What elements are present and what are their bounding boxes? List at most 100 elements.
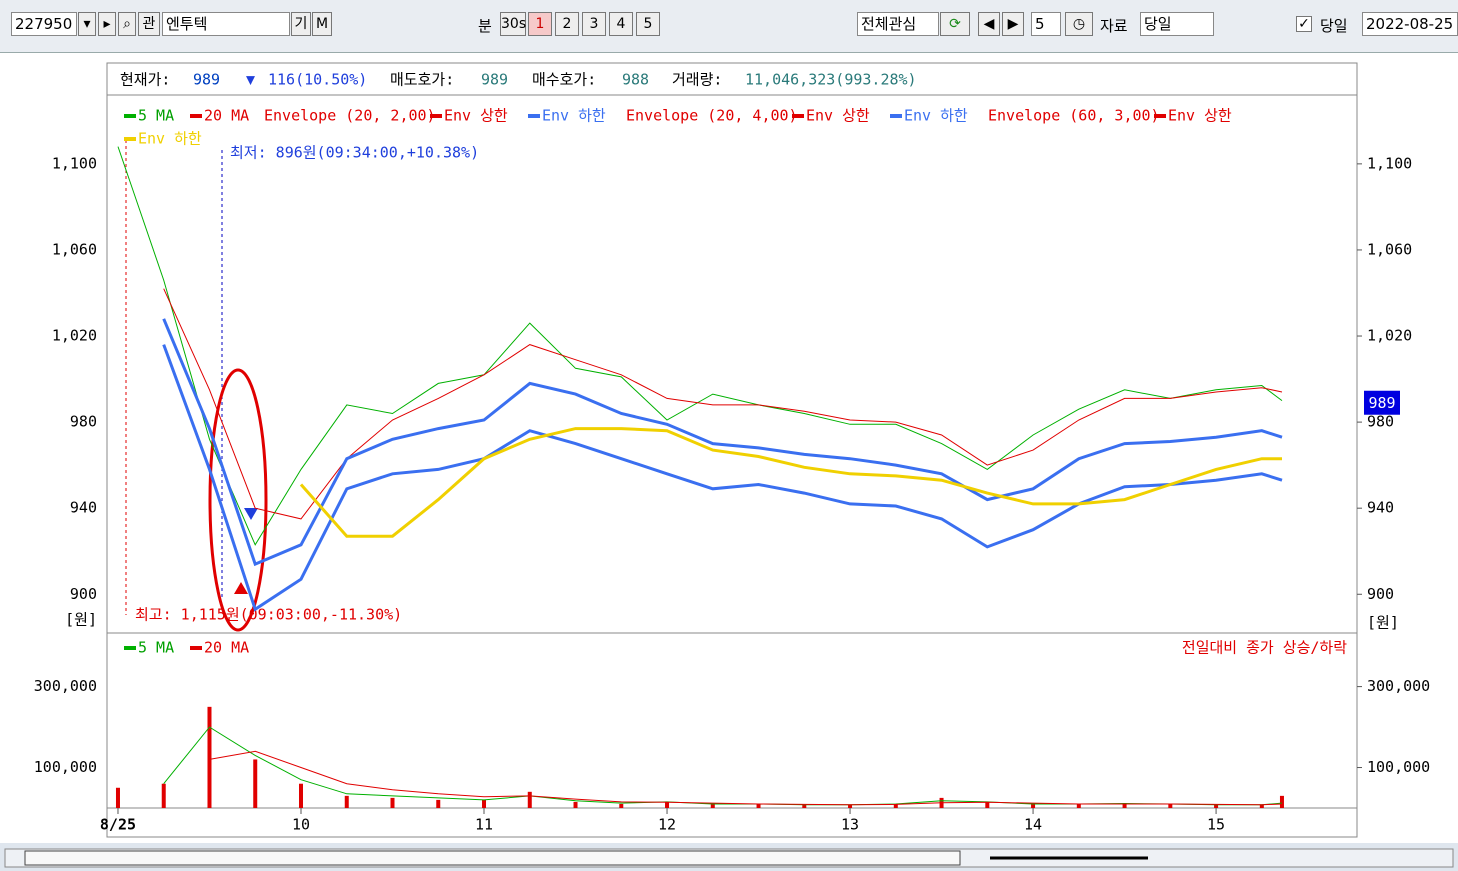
scroll-track[interactable]	[24, 850, 961, 866]
info-volume: 11,046,323(993.28%)	[745, 71, 917, 89]
dropdown[interactable]: ▾	[78, 12, 96, 36]
volume-bar	[848, 804, 853, 808]
checkbox[interactable]: ✓	[1296, 16, 1312, 32]
search[interactable]: ⌕	[118, 12, 136, 36]
info-ask: 989	[481, 71, 508, 89]
x-tick-label: 10	[292, 816, 310, 834]
info-bid: 988	[622, 71, 649, 89]
clock[interactable]: ◷	[1065, 12, 1093, 36]
period-label: 분	[478, 17, 492, 35]
legend-swatch	[528, 114, 540, 118]
volume-bar	[1168, 803, 1173, 808]
info-ask-label: 매도호가:	[390, 71, 454, 89]
legend-label: Env 하한	[542, 107, 606, 125]
code-input[interactable]: 227950	[11, 12, 77, 36]
data-select[interactable]: 당일	[1140, 12, 1214, 36]
y-tick-label: 100,000	[1367, 758, 1430, 776]
volume-note: 전일대비 종가 상승/하락	[1182, 639, 1347, 657]
next[interactable]: ▶	[1002, 12, 1024, 36]
legend-label: Env 상한	[444, 107, 508, 125]
legend-label: Envelope (60, 3,00)	[988, 107, 1160, 125]
period-btn[interactable]: 2	[555, 12, 579, 36]
watch-select[interactable]: 전체관심	[857, 12, 939, 36]
y-tick-label: 300,000	[34, 677, 97, 695]
refresh[interactable]: ⟳	[940, 12, 970, 36]
low-annotation: 최저: 896원(09:34:00,+10.38%)	[230, 144, 479, 162]
legend-label: 20 MA	[204, 639, 249, 657]
volume-bar	[1214, 804, 1219, 808]
price-line	[163, 288, 1283, 520]
unit-label: [원]	[1367, 614, 1399, 632]
legend-swatch	[1154, 114, 1166, 118]
legend-label: Envelope (20, 4,00)	[626, 107, 798, 125]
volume-bar	[207, 706, 212, 808]
y-tick-label: 940	[1367, 499, 1394, 517]
volume-bar	[756, 803, 761, 808]
volume-bar	[344, 795, 349, 808]
legend-label: Env 하한	[138, 130, 202, 148]
volume-bar	[985, 801, 990, 808]
volume-bar	[161, 783, 166, 808]
x-tick-label: 12	[658, 816, 676, 834]
y-tick-label: 940	[70, 499, 97, 517]
price-line	[299, 427, 1282, 538]
search-btn[interactable]: 관	[138, 12, 160, 36]
x-tick-label: 14	[1024, 816, 1042, 834]
high-annotation: 최고: 1,115원(09:03:00,-11.30%)	[135, 606, 402, 624]
volume-bar	[298, 783, 303, 808]
volume-bar	[527, 791, 532, 808]
legend-swatch	[124, 646, 136, 650]
legend-swatch	[430, 114, 442, 118]
volume-bar	[115, 787, 120, 808]
data-label: 자료	[1100, 17, 1128, 35]
price-line	[162, 344, 1283, 612]
period-btn[interactable]: 3	[582, 12, 606, 36]
prev[interactable]: ◀	[978, 12, 1000, 36]
volume-bar	[573, 801, 578, 808]
volume-bar	[253, 759, 258, 808]
chart-border	[106, 62, 1358, 838]
today-label: 당일	[1320, 17, 1348, 35]
count-input[interactable]: 5	[1031, 12, 1061, 36]
gi-btn[interactable]: 기	[291, 12, 311, 36]
info-volume-label: 거래량:	[672, 71, 722, 89]
highlight-ellipse	[208, 368, 268, 632]
legend-label: 5 MA	[138, 639, 174, 657]
legend-swatch	[190, 114, 202, 118]
y-tick-label: 1,060	[1367, 240, 1412, 258]
volume-bar	[1259, 804, 1264, 808]
x-tick-label: 11	[475, 816, 493, 834]
period-btn[interactable]: 30s	[500, 12, 526, 36]
volume-bar	[802, 804, 807, 808]
period-btn[interactable]: 5	[636, 12, 660, 36]
info-bid-label: 매수호가:	[532, 71, 596, 89]
x-tick-label: 15	[1207, 816, 1225, 834]
legend-label: Env 상한	[1168, 107, 1232, 125]
period-btn[interactable]: 4	[609, 12, 633, 36]
price-tag-label: 989	[1368, 394, 1395, 412]
volume-bar	[619, 803, 624, 808]
price-line	[162, 318, 1283, 567]
y-tick-label: 100,000	[34, 758, 97, 776]
volume-bar	[1122, 803, 1127, 808]
legend-label: 5 MA	[138, 107, 174, 125]
buy-arrow	[234, 582, 248, 594]
legend-label: Envelope (20, 2,00)	[264, 107, 436, 125]
next[interactable]: ▸	[98, 12, 116, 36]
legend-swatch	[124, 137, 136, 141]
y-tick-label: 1,100	[52, 154, 97, 172]
legend-swatch	[190, 646, 202, 650]
volume-bar	[710, 803, 715, 808]
volume-bar	[1076, 803, 1081, 808]
legend-label: Env 상한	[806, 107, 870, 125]
volume-bar	[482, 799, 487, 808]
period-btn[interactable]: 1	[528, 12, 552, 36]
info-price: 989	[193, 71, 220, 89]
legend-label: Env 하한	[904, 107, 968, 125]
volume-bar	[1031, 803, 1036, 808]
m-btn[interactable]: M	[312, 12, 332, 36]
date-input[interactable]: 2022-08-25	[1362, 12, 1458, 36]
